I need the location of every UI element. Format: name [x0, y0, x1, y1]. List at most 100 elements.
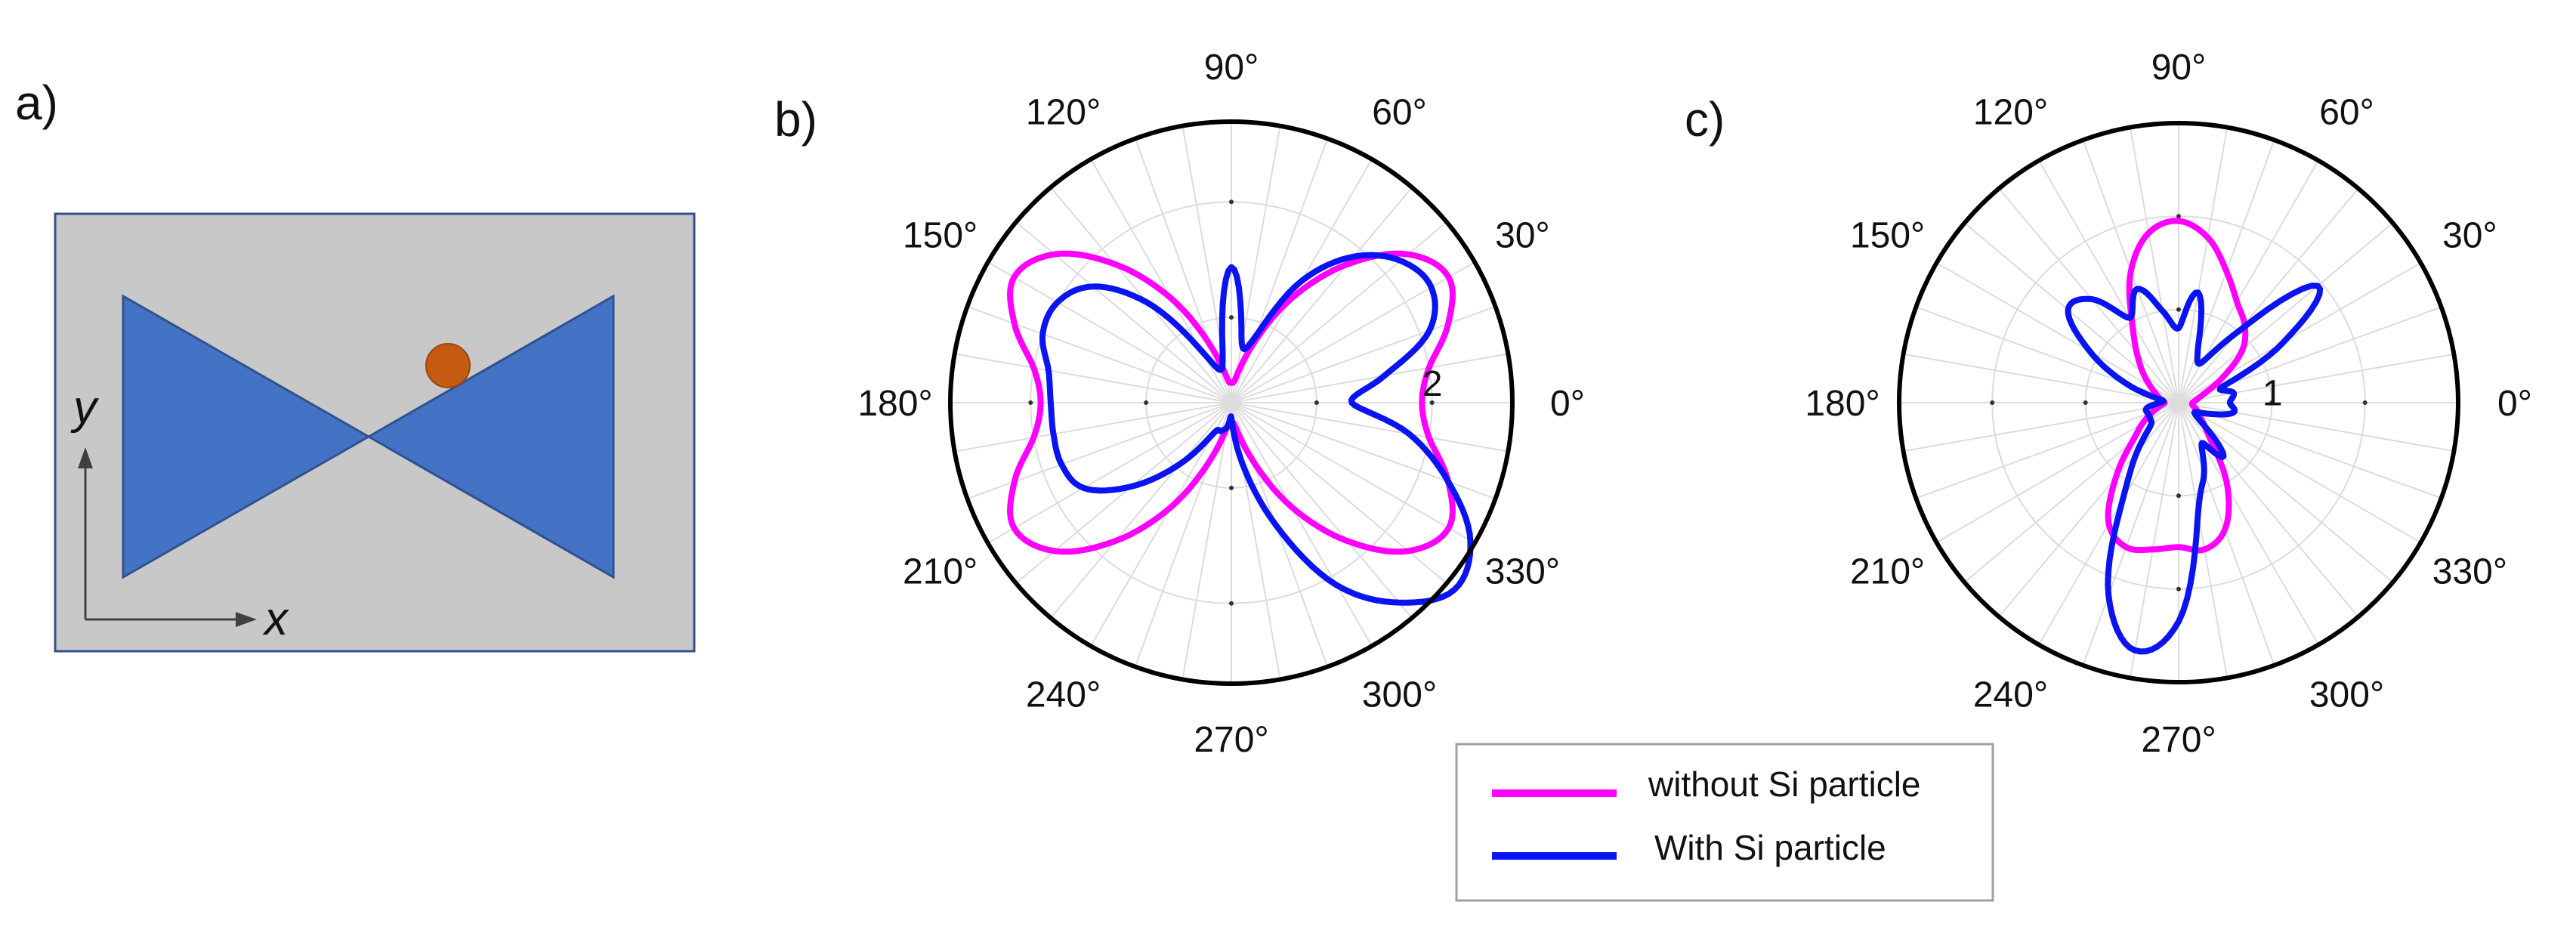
- grid-spoke: [1231, 187, 1413, 403]
- grid-tick-dot: [1144, 400, 1149, 405]
- grid-tick-dot: [1429, 400, 1435, 405]
- grid-spoke: [1963, 402, 2179, 583]
- panel-b-label: b): [774, 92, 817, 147]
- angle-tick-label: 150°: [1850, 216, 1925, 256]
- grid-spoke: [987, 261, 1232, 403]
- grid-spoke: [2178, 222, 2394, 403]
- grid-spoke: [1231, 353, 1509, 403]
- polar-chart-c: 1 0° 30° 60° 90° 120° 150° 180° 210° 240° 270° 300°…: [1805, 48, 2532, 760]
- grid-spoke: [1231, 402, 1413, 619]
- angle-tick-label: 60°: [2319, 93, 2374, 133]
- grid-spoke: [1998, 402, 2179, 618]
- legend: without Si particle With Si particle: [1455, 743, 1994, 902]
- grid-spoke: [1915, 402, 2179, 499]
- si-particle: [425, 343, 471, 388]
- panel-c-label: c): [1685, 92, 1725, 147]
- grid-spoke: [1050, 402, 1232, 619]
- angle-tick-label: 210°: [903, 552, 978, 592]
- grid-spoke: [2038, 160, 2179, 403]
- panel-a: a) y x: [15, 76, 696, 653]
- grid-tick-dot: [2176, 214, 2181, 219]
- angle-tick-label: 330°: [2432, 552, 2507, 592]
- grid-spoke: [1231, 125, 1281, 403]
- x-axis-letter: x: [262, 593, 289, 645]
- grid-spoke: [1231, 402, 1509, 453]
- angle-tick-label: 90°: [1204, 48, 1259, 88]
- angle-tick-label: 30°: [2442, 216, 2497, 256]
- angle-tick-label: 270°: [2141, 720, 2216, 760]
- grid-spoke: [2082, 402, 2179, 666]
- angle-tick-label: 90°: [2151, 48, 2207, 88]
- legend-box: [1455, 743, 1994, 902]
- polar-frame: [1897, 121, 2460, 684]
- series-line-with: [1039, 252, 1474, 606]
- panel-a-label: a): [15, 76, 58, 130]
- angle-tick-label: 180°: [1805, 384, 1879, 424]
- grid-spoke: [2178, 353, 2454, 403]
- angle-tick-label: 120°: [1973, 93, 2048, 133]
- grid-spoke: [1903, 353, 2179, 403]
- angle-tick-label: 60°: [1372, 93, 1427, 133]
- grid-tick-dot: [1229, 315, 1234, 320]
- grid-tick-dot: [2083, 400, 2088, 405]
- grid-spoke: [1936, 262, 2179, 403]
- grid-spoke: [1231, 402, 1475, 544]
- grid-tick-dot: [1028, 400, 1033, 405]
- polar-chart-b: 2 0° 30° 60° 90° 120° 150° 180° 210° 240° 270° 300°…: [857, 48, 1585, 760]
- angle-tick-label: 270°: [1194, 720, 1268, 760]
- polar-frame: [948, 119, 1515, 686]
- grid-tick-dot: [2269, 400, 2275, 405]
- grid-spoke: [2178, 127, 2229, 403]
- angle-tick-label: 300°: [2309, 675, 2384, 715]
- angle-tick-label: 120°: [1026, 93, 1101, 133]
- grid-spoke: [2178, 402, 2275, 666]
- x-arrowhead: [236, 612, 257, 627]
- angle-tick-label: 300°: [1362, 675, 1437, 715]
- angle-tick-label: 240°: [1026, 675, 1101, 715]
- grid-spoke: [1181, 402, 1232, 680]
- grid-spoke: [987, 402, 1232, 544]
- angle-tick-label: 210°: [1850, 552, 1925, 592]
- y-arrowhead: [78, 447, 93, 468]
- grid-tick-dot: [1990, 400, 1995, 405]
- legend-label-without: without Si particle: [1648, 765, 1921, 804]
- grid-spoke: [2178, 402, 2442, 499]
- grid-spoke: [1231, 261, 1475, 403]
- grid-spoke: [2129, 127, 2179, 403]
- grid-spoke: [2178, 402, 2229, 678]
- grid-spoke: [954, 402, 1232, 453]
- grid-spoke: [1050, 187, 1232, 403]
- grid-spoke: [1231, 402, 1373, 647]
- grid-tick-dot: [1229, 485, 1234, 490]
- angle-tick-label: 0°: [2497, 384, 2532, 424]
- grid-tick-dot: [2176, 586, 2181, 592]
- angle-tick-label: 330°: [1485, 552, 1560, 592]
- bowtie-right-triangle: [366, 294, 615, 579]
- grid-tick-dot: [1314, 400, 1319, 405]
- angle-tick-label: 150°: [903, 216, 978, 256]
- grid-spoke: [1998, 187, 2179, 403]
- panel-c: c) 1 0° 30° 60° 90° 120° 150° 180° 210° 240° 270° 3…: [1685, 48, 2532, 760]
- grid-tick-dot: [2362, 400, 2368, 405]
- angle-tick-label: 30°: [1495, 216, 1550, 256]
- grid-spoke: [2129, 402, 2179, 678]
- panel-b: b) 2 0° 30° 60° 90° 120° 150° 180° 210° 240° 270° 3…: [774, 48, 1585, 760]
- angle-tick-label: 180°: [857, 384, 932, 424]
- grid-tick-dot: [2176, 493, 2181, 499]
- grid-spoke: [2178, 187, 2359, 403]
- grid-spoke: [954, 353, 1232, 403]
- grid-spoke: [1903, 402, 2179, 453]
- angle-tick-label: 240°: [1973, 675, 2048, 715]
- legend-label-with: With Si particle: [1654, 828, 1886, 867]
- grid-tick-dot: [1229, 601, 1234, 606]
- y-axis-letter: y: [70, 382, 100, 434]
- angle-tick-label: 0°: [1550, 384, 1585, 424]
- radial-tick-label: 2: [1422, 364, 1443, 404]
- grid-tick-dot: [1229, 199, 1234, 205]
- grid-spoke: [2178, 402, 2421, 543]
- grid-tick-dot: [2176, 307, 2181, 312]
- radial-tick-label: 1: [2262, 373, 2283, 413]
- grid-spoke: [2178, 402, 2394, 583]
- bowtie-left-triangle: [122, 294, 372, 579]
